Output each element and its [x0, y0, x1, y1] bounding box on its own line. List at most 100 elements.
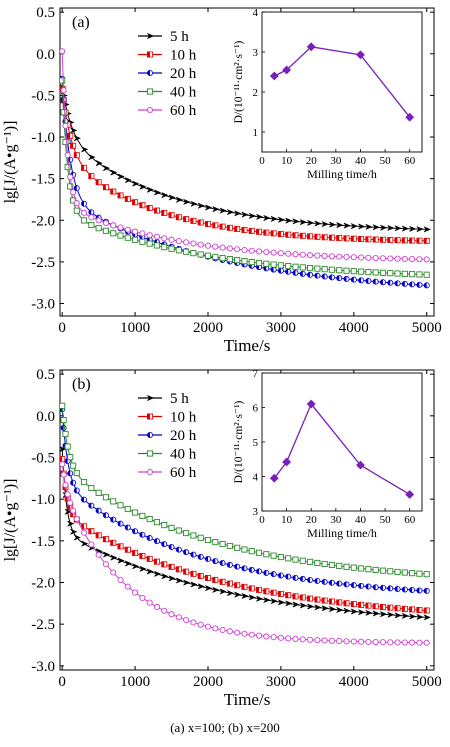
data-point [314, 596, 321, 603]
data-point [387, 611, 395, 618]
data-point [314, 637, 321, 644]
data-point [401, 255, 408, 262]
data-point [365, 224, 373, 230]
data-point [416, 281, 423, 288]
data-point [88, 528, 95, 535]
data-point [379, 604, 386, 611]
data-point [117, 557, 125, 564]
legend-label: 60 h [170, 465, 197, 481]
data-point [110, 539, 117, 546]
inset-chart: 0 10 20 30 40 50 60 3 4 5 6 7 Milling time/h D/(10⁻¹¹… [233, 368, 423, 540]
data-point [256, 228, 263, 235]
data-point [102, 494, 109, 501]
data-point [95, 489, 102, 496]
data-point [314, 559, 321, 567]
legend-item: 40 h [138, 85, 197, 101]
data-point [117, 520, 124, 527]
data-point [248, 566, 255, 573]
inset-chart: 0 10 20 30 40 50 60 1 2 3 4 Milling time/h D/(10⁻¹¹·… [233, 7, 423, 181]
inset-x-tick-label: 0 [259, 155, 265, 167]
data-point [110, 222, 117, 229]
data-point [146, 431, 153, 438]
inset-y-tick-label: 1 [253, 127, 259, 139]
data-point [197, 583, 205, 590]
data-point [183, 549, 190, 556]
data-point [307, 595, 314, 602]
data-point [402, 225, 409, 232]
data-point [241, 546, 248, 553]
series-40h [60, 77, 430, 278]
data-point [285, 573, 292, 580]
data-point [401, 569, 408, 576]
data-point [336, 599, 343, 606]
data-point [307, 233, 314, 240]
data-point [394, 225, 402, 232]
data-point [365, 566, 372, 573]
legend-label: 20 h [170, 428, 197, 444]
data-point [350, 254, 357, 261]
data-point [212, 558, 219, 565]
inset-x-tick-label: 50 [380, 514, 392, 526]
data-point [394, 237, 401, 244]
data-point [168, 236, 175, 243]
data-point [175, 546, 182, 553]
data-point [416, 226, 424, 232]
data-point [285, 217, 293, 224]
data-point [146, 205, 153, 212]
data-point [102, 219, 109, 227]
data-point [365, 236, 372, 243]
y-tick-label: -1.0 [31, 492, 55, 508]
data-point [307, 252, 314, 259]
data-point [81, 217, 88, 224]
data-point [343, 222, 351, 229]
data-point [321, 273, 328, 280]
data-point [153, 603, 161, 611]
data-point [343, 600, 350, 607]
data-point [117, 192, 124, 199]
data-point [277, 634, 284, 641]
data-point [416, 271, 423, 278]
data-point [139, 238, 146, 245]
data-point [183, 568, 190, 575]
data-point [103, 165, 111, 171]
data-point [255, 259, 263, 266]
data-point [350, 608, 358, 615]
data-point [183, 530, 190, 537]
data-point [219, 254, 226, 262]
inset-y-axis-title: D/(10⁻¹¹·cm²·s⁻¹) [233, 400, 245, 483]
data-point [416, 570, 423, 577]
data-point [175, 196, 183, 203]
data-point [423, 614, 431, 621]
data-point [343, 235, 350, 242]
data-point [183, 216, 190, 223]
data-point [95, 217, 102, 224]
data-point [62, 122, 69, 129]
y-tick-label: 0.0 [36, 47, 55, 63]
data-point [226, 245, 233, 252]
data-point [154, 189, 162, 196]
legend-item: 5 h [138, 391, 189, 407]
data-point [358, 601, 365, 608]
data-point [285, 263, 292, 270]
data-point [161, 235, 168, 242]
data-point [263, 597, 271, 603]
inset-data-point [269, 473, 279, 483]
data-point [67, 132, 74, 139]
data-point [277, 572, 284, 579]
data-point [336, 222, 344, 229]
data-point [285, 592, 292, 599]
data-point [197, 621, 204, 628]
data-point [146, 106, 154, 114]
x-tick-label: 0 [58, 320, 66, 336]
data-point [183, 248, 190, 255]
data-point [81, 164, 88, 171]
data-point [314, 272, 321, 279]
data-point [226, 256, 233, 263]
data-point [314, 220, 322, 227]
data-point [60, 456, 66, 463]
data-point [379, 639, 387, 646]
data-point [190, 250, 197, 257]
data-point [73, 135, 81, 142]
data-point [212, 576, 219, 583]
data-point [336, 275, 343, 282]
